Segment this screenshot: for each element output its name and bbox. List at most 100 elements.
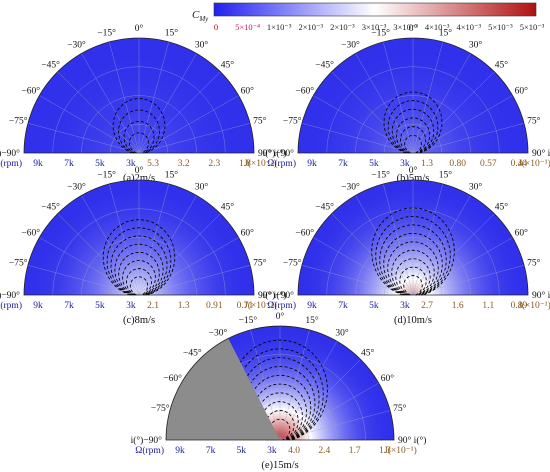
contour-line bbox=[395, 117, 431, 154]
panel-caption: (e)15m/s bbox=[261, 460, 298, 471]
angle-tick-label: −30° bbox=[341, 40, 360, 51]
angle-tick-label: −45° bbox=[41, 202, 60, 213]
angle-axis-label-right: 90° i(°) bbox=[532, 148, 550, 159]
omega-tick-label: 9k bbox=[175, 446, 185, 456]
omega-axis-label: Ω(rpm) bbox=[267, 158, 296, 169]
contour-line bbox=[383, 91, 443, 154]
colorbar-tick-label: 1×10⁻³ bbox=[267, 22, 292, 32]
omega-tick-label: 3k bbox=[267, 446, 277, 456]
colorbar-label: CMy bbox=[192, 9, 209, 23]
ring-gridline bbox=[52, 66, 226, 154]
angle-tick-label: 75° bbox=[527, 258, 541, 269]
angle-tick-label: 0° bbox=[409, 165, 418, 176]
j-tick-label: 1.6 bbox=[452, 301, 464, 311]
contour-line bbox=[128, 132, 150, 154]
colorbar-label-main: C bbox=[192, 9, 200, 21]
angle-tick-label: −15° bbox=[239, 315, 258, 326]
j-tick-label: 0.57 bbox=[480, 159, 497, 169]
angle-tick-label: −75° bbox=[151, 403, 170, 414]
colorbar: CMy 0 5×10⁻⁴ 1×10⁻³ 2×10⁻³ 2×10⁻³ 3×10⁻³ 3×10⁻… bbox=[192, 2, 545, 32]
panel-caption: (b)5m/s bbox=[397, 173, 430, 184]
omega-tick-label: 7k bbox=[206, 446, 216, 456]
ring-gridline bbox=[384, 124, 442, 154]
contour-line bbox=[387, 100, 439, 154]
j-tick-label: 2.4 bbox=[318, 446, 330, 456]
contour-line bbox=[123, 120, 155, 154]
angle-tick-label: 15° bbox=[439, 169, 453, 180]
polar-frame bbox=[297, 37, 529, 154]
polar-panel: −75° −60° −45° −30° −15° 0° 15° 30° 45° 60° 75° i(°… bbox=[0, 165, 286, 326]
omega-tick-label: 3k bbox=[400, 301, 410, 311]
contour-line bbox=[391, 249, 435, 296]
colorbar-tick-label: 5×10⁻⁴ bbox=[235, 22, 260, 32]
angle-tick-label: −75° bbox=[283, 116, 302, 127]
angle-tick-label: 75° bbox=[253, 116, 267, 127]
angle-tick-label: −45° bbox=[315, 202, 334, 213]
j-axis-label: J(×10⁻¹) bbox=[384, 445, 417, 456]
colorbar-tick-label: 3×10⁻³ bbox=[393, 22, 418, 32]
angle-tick-label: 15° bbox=[305, 315, 319, 326]
angle-tick-label: −45° bbox=[41, 60, 60, 71]
angle-tick-label: −75° bbox=[9, 116, 28, 127]
angle-tick-label: 45° bbox=[361, 347, 375, 358]
colorbar-tick-label: 4×10⁻³ bbox=[425, 22, 450, 32]
contour-line bbox=[379, 224, 447, 296]
contour-line bbox=[118, 251, 160, 296]
colorbar-label-sub: My bbox=[198, 15, 209, 23]
omega-tick-label: 9k bbox=[33, 159, 43, 169]
j-tick-label: 3.2 bbox=[178, 159, 190, 169]
angle-tick-label: −60° bbox=[295, 86, 314, 97]
j-tick-label: 0.44 bbox=[511, 159, 528, 169]
omega-tick-label: 9k bbox=[307, 301, 317, 311]
angle-tick-label: 30° bbox=[195, 40, 209, 51]
j-tick-label: 2.3 bbox=[208, 159, 220, 169]
polar-panels: −75° −60° −45° −30° −15° 0° 15° 30° 45° 60° 75° i(°… bbox=[0, 23, 550, 471]
j-tick-label: 1.8 bbox=[239, 159, 251, 169]
contour-line bbox=[240, 357, 320, 441]
j-tick-label: 1.3 bbox=[379, 446, 391, 456]
omega-tick-label: 9k bbox=[33, 301, 43, 311]
omega-tick-label: 5k bbox=[369, 301, 379, 311]
omega-tick-label: 3k bbox=[126, 159, 136, 169]
angle-axis-label-left: i(°)−90° bbox=[131, 435, 163, 446]
angle-tick-label: −15° bbox=[371, 169, 390, 180]
omega-axis-label: Ω(rpm) bbox=[267, 300, 296, 311]
contour-line bbox=[395, 258, 431, 296]
contour-line bbox=[403, 275, 423, 296]
omega-tick-label: 5k bbox=[237, 446, 247, 456]
contour-line bbox=[391, 108, 435, 154]
angle-tick-label: −30° bbox=[209, 328, 228, 339]
angle-tick-label: 15° bbox=[439, 27, 453, 38]
contour-line bbox=[375, 215, 451, 296]
excluded-sector bbox=[166, 338, 280, 440]
angle-tick-label: −45° bbox=[315, 60, 334, 71]
colorbar-tick-label: 5×10⁻³ bbox=[520, 22, 545, 32]
angle-tick-label: 60° bbox=[381, 373, 395, 384]
panel-caption: (a)2m/s bbox=[123, 173, 155, 184]
colorbar-tick-label: 4×10⁻³ bbox=[457, 22, 482, 32]
angle-tick-label: 30° bbox=[469, 182, 483, 193]
j-tick-label: 4.0 bbox=[288, 446, 300, 456]
angle-tick-label: −30° bbox=[341, 182, 360, 193]
angle-tick-label: 45° bbox=[495, 60, 509, 71]
angle-tick-label: 45° bbox=[221, 60, 235, 71]
angle-tick-label: 30° bbox=[195, 182, 209, 193]
polar-frame bbox=[165, 325, 395, 441]
ring-gridline bbox=[384, 266, 442, 296]
angle-tick-label: 75° bbox=[393, 403, 407, 414]
angle-tick-label: −75° bbox=[283, 258, 302, 269]
angle-axis-label-left: i(°)−90° bbox=[0, 290, 20, 301]
angle-axis-label-right: 90° i(°) bbox=[398, 435, 426, 446]
panel-caption: (d)10m/s bbox=[394, 315, 432, 326]
j-axis-label: J(×10⁻¹) bbox=[518, 300, 550, 311]
j-axis-label: J(×10⁻¹) bbox=[244, 300, 277, 311]
angle-axis-label-right: 90° i(°) bbox=[532, 290, 550, 301]
angle-tick-label: −60° bbox=[21, 228, 40, 239]
contour-line bbox=[106, 227, 172, 296]
polar-frame bbox=[23, 179, 255, 296]
j-tick-label: 0.80 bbox=[449, 159, 466, 169]
j-tick-label: 1.7 bbox=[349, 446, 361, 456]
omega-axis-label: Ω(rpm) bbox=[0, 158, 22, 169]
polar-panel: −75° −60° −45° −30° −15° 0° 15° 30° 45° 60° 75° i(°… bbox=[263, 165, 550, 326]
omega-axis-label: Ω(rpm) bbox=[0, 300, 22, 311]
